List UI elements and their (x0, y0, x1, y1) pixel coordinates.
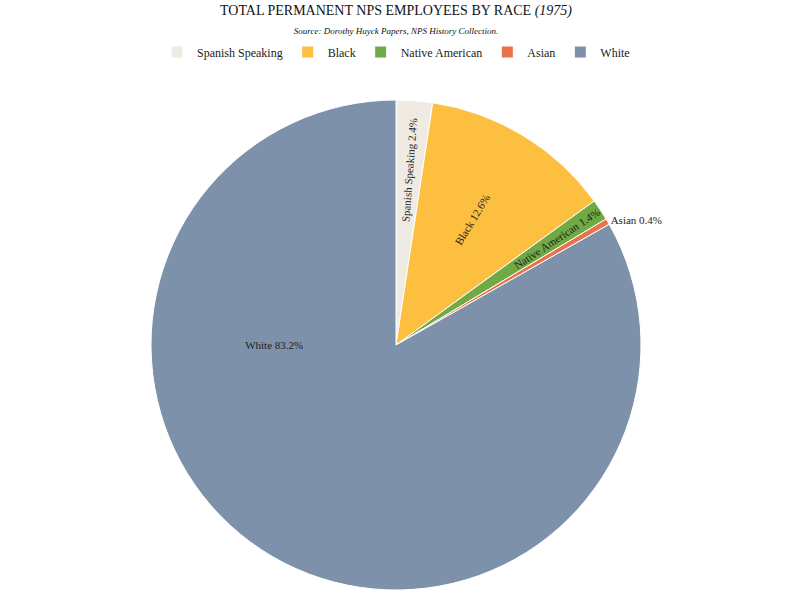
svg-text:White 83.2%: White 83.2% (245, 339, 303, 351)
svg-text:Native American: Native American (401, 46, 483, 60)
svg-text:Black: Black (328, 46, 356, 60)
svg-text:White: White (600, 46, 629, 60)
svg-text:Black 12.6%: Black 12.6% (452, 192, 492, 247)
svg-text:Asian: Asian (527, 46, 555, 60)
svg-text:Asian 0.4%: Asian 0.4% (611, 214, 662, 226)
svg-text:Native American 1.4%: Native American 1.4% (512, 206, 602, 271)
svg-text:Spanish Speaking 2.4%: Spanish Speaking 2.4% (399, 118, 419, 223)
svg-text:TOTAL PERMANENT NPS EMPLOYEES: TOTAL PERMANENT NPS EMPLOYEES BY RACE (1… (220, 3, 572, 35)
svg-text:Spanish Speaking: Spanish Speaking (197, 46, 283, 60)
